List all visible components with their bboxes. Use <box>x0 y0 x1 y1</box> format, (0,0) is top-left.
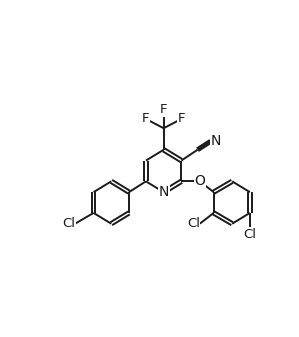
Text: N: N <box>158 185 169 199</box>
Text: Cl: Cl <box>62 217 75 230</box>
Text: O: O <box>194 174 205 188</box>
Text: F: F <box>178 113 185 125</box>
Text: F: F <box>142 113 150 125</box>
Text: F: F <box>160 103 167 116</box>
Text: Cl: Cl <box>187 217 200 230</box>
Text: N: N <box>210 134 221 148</box>
Text: Cl: Cl <box>243 228 256 241</box>
